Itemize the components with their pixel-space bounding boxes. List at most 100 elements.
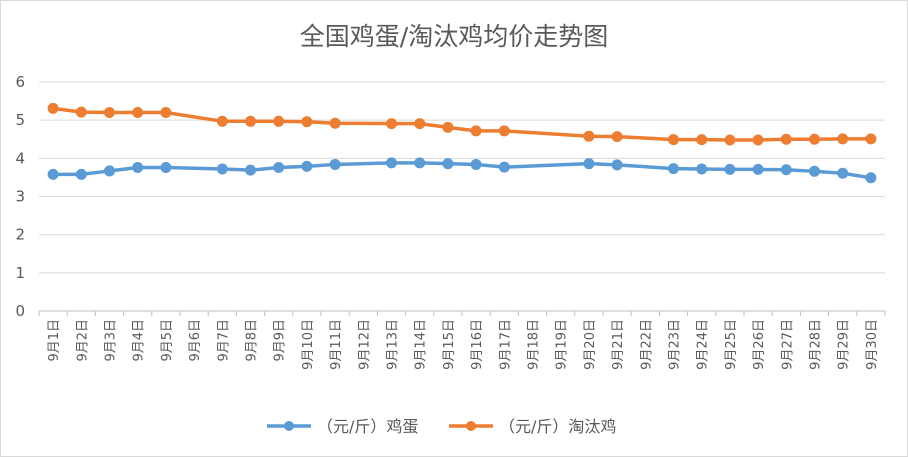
data-point [470,125,482,137]
data-point [611,159,623,171]
data-point [386,157,397,169]
data-point [273,115,285,127]
x-tick-label: 9月27日 [780,319,795,370]
data-point [752,163,764,175]
y-tick-label: 6 [15,73,25,91]
y-tick-label: 5 [15,111,25,129]
data-point [780,133,792,145]
x-tick-label: 9月3日 [104,319,119,362]
data-point [104,107,115,119]
x-tick-label: 9月28日 [809,319,824,370]
data-point [442,158,454,170]
series-line [51,161,873,180]
data-point [160,161,172,173]
x-tick-label: 9月21日 [611,319,626,370]
x-tick-label: 9月16日 [470,319,485,370]
x-tick-label: 9月23日 [668,319,683,370]
x-tick-label: 9月10日 [301,319,316,370]
data-point [498,125,510,137]
data-point [780,164,792,176]
y-tick-label: 4 [15,149,25,167]
data-point [611,131,623,143]
data-point [329,117,341,129]
data-point [245,115,256,127]
data-point [47,102,59,114]
data-point [216,163,228,175]
x-tick-label: 9月29日 [837,319,852,370]
data-point [837,167,849,179]
data-point [752,134,764,146]
x-tick-label: 9月4日 [132,319,147,362]
data-point [132,107,144,119]
x-tick-label: 9月17日 [498,319,513,370]
y-tick-label: 1 [15,264,25,282]
data-point [470,158,482,170]
series-2 [47,102,877,146]
x-tick-label: 9月24日 [696,319,711,370]
data-point [724,134,736,146]
x-tick-label: 9月13日 [386,319,401,370]
x-tick-label: 9月7日 [216,319,231,362]
x-tick-label: 9月19日 [555,319,570,370]
legend-marker [284,421,294,431]
data-point [809,165,820,177]
x-tick-label: 9月5日 [160,319,175,362]
data-point [104,165,115,177]
axes: 0 1 2 3 4 5 6 9月1日 9月2日 9月3日 9月4日 9月5日 9月6日 9月7日 9月8日 9… [15,73,886,370]
data-point [75,168,87,180]
data-point [837,133,849,145]
data-point [498,161,510,173]
y-tick-label: 0 [15,302,25,320]
data-point [75,106,87,118]
x-tick-label: 9月22日 [639,319,654,370]
data-point [583,130,595,142]
x-tick-label: 9月15日 [442,319,457,370]
x-tick-label: 9月30日 [865,319,880,370]
y-tick-label: 2 [15,226,25,244]
data-point [386,118,397,130]
data-point [245,164,256,176]
data-point [809,133,820,145]
x-tick-label: 9月11日 [329,319,344,370]
series-layer [47,102,877,184]
data-point [865,133,877,145]
data-point [865,172,877,184]
data-point [160,107,172,119]
x-tick-label: 9月26日 [752,319,767,370]
x-tick-label: 9月8日 [245,319,260,362]
data-point [414,157,426,169]
chart-title: 全国鸡蛋/淘汰鸡均价走势图 [300,22,608,51]
y-tick-label: 3 [15,188,25,206]
data-point [696,134,708,146]
data-point [132,161,144,173]
x-tick-label: 9月12日 [357,319,372,370]
legend: （元/斤）鸡蛋 （元/斤）淘汰鸡 [267,417,616,436]
data-point [301,116,313,128]
data-point [668,163,679,175]
legend-marker [466,421,476,431]
x-tick-label: 9月1日 [47,319,62,362]
x-tick-label: 9月20日 [583,319,598,370]
data-point [442,121,454,133]
data-point [301,160,313,172]
x-tick-label: 9月6日 [188,319,203,362]
x-tick-label: 9月18日 [527,319,542,370]
data-point [329,158,341,170]
data-point [47,168,59,180]
data-point [668,134,679,146]
legend-label: （元/斤）淘汰鸡 [499,417,616,436]
data-point [696,163,708,175]
data-point [414,118,426,130]
x-tick-label: 9月2日 [75,319,90,362]
data-point [273,161,285,173]
x-tick-label: 9月9日 [273,319,288,362]
series-1 [47,157,877,184]
x-tick-label: 9月14日 [414,319,429,370]
x-tick-label: 9月25日 [724,319,739,370]
data-point [583,158,595,170]
series-line [51,106,873,142]
data-point [216,115,228,127]
data-point [724,163,736,175]
